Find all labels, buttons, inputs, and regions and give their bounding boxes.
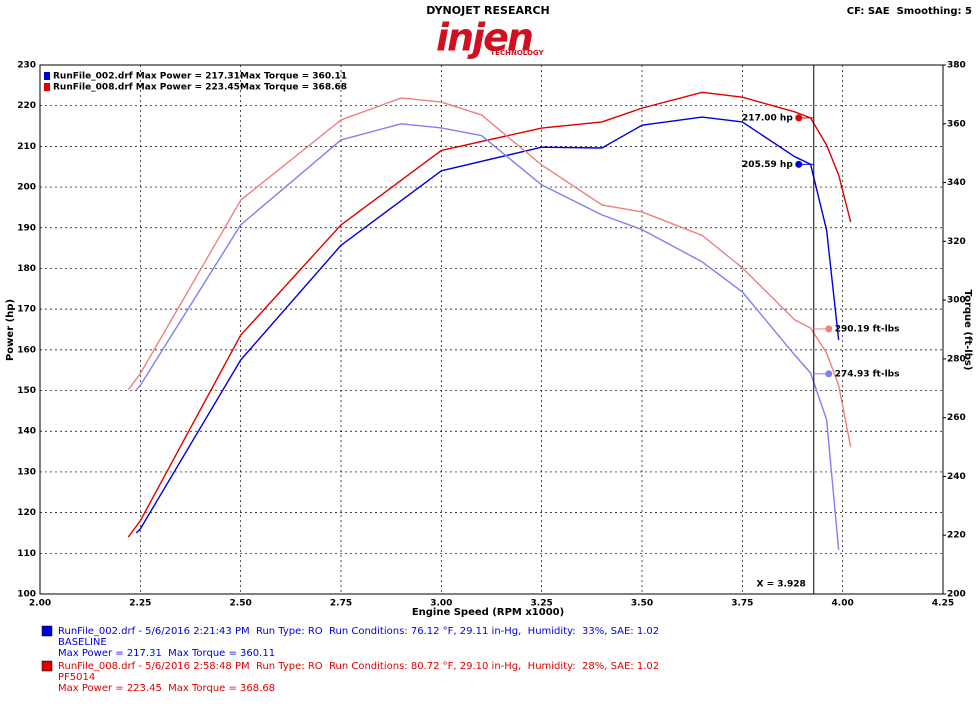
x-tick-label: 2.75 [330, 599, 352, 609]
y-axis-label: Power (hp) [5, 299, 16, 361]
y2-tick-label: 360 [947, 119, 966, 129]
y-tick-label: 120 [17, 508, 36, 518]
y2-tick-label: 220 [947, 531, 966, 541]
y2-tick-label: 240 [947, 472, 966, 482]
y2-tick-label: 260 [947, 413, 966, 423]
cursor-label: X = 3.928 [757, 580, 806, 590]
readout-dot [825, 370, 833, 378]
y2-tick-label: 300 [947, 296, 966, 306]
y2-tick-label: 340 [947, 178, 966, 188]
x-tick-label: 3.00 [430, 599, 452, 609]
y-tick-label: 110 [17, 549, 36, 559]
y-tick-label: 130 [17, 467, 36, 477]
x-axis-label: Engine Speed (RPM x1000) [412, 607, 564, 618]
run-info: RunFile_002.drf - 5/6/2016 2:21:43 PM Ru… [58, 626, 659, 637]
y2-tick-label: 200 [947, 590, 966, 600]
y-tick-label: 160 [17, 345, 36, 355]
y-tick-label: 180 [17, 264, 36, 274]
run-summary: Max Power = 217.31 Max Torque = 360.11 [58, 648, 275, 659]
logo: injen [436, 16, 532, 60]
x-tick-label: 3.50 [631, 599, 653, 609]
readout-label: 274.93 ft-lbs [835, 369, 900, 379]
y-tick-label: 140 [17, 427, 36, 437]
x-tick-label: 2.50 [230, 599, 252, 609]
legend-swatch [44, 83, 50, 91]
y-tick-label: 210 [17, 142, 36, 152]
logo-sub: TECHNOLOGY [490, 49, 544, 57]
run-info: RunFile_008.drf - 5/6/2016 2:58:48 PM Ru… [58, 661, 659, 672]
run-name: BASELINE [58, 637, 107, 648]
legend-power: RunFile_002.drf Max Power = 217.31 [53, 72, 240, 82]
x-tick-label: 2.25 [129, 599, 151, 609]
readout-label: 290.19 ft-lbs [835, 324, 900, 334]
run-name: PF5014 [58, 672, 95, 683]
y-tick-label: 170 [17, 305, 36, 315]
y2-axis-label: Torque (ft-lbs) [962, 290, 973, 371]
readout-dot [795, 114, 803, 122]
readout-dot [795, 160, 803, 168]
settings: CF: SAE Smoothing: 5 [847, 6, 972, 17]
brand: DYNOJET RESEARCH [426, 4, 549, 17]
y-tick-label: 200 [17, 183, 36, 193]
x-tick-label: 4.25 [932, 599, 954, 609]
curve [135, 123, 840, 550]
y-tick-label: 230 [17, 61, 36, 71]
curve [135, 116, 840, 534]
readout-dot [825, 325, 833, 333]
y-tick-label: 100 [17, 590, 36, 600]
x-tick-label: 2.00 [29, 599, 51, 609]
run-swatch [41, 625, 53, 637]
y2-tick-label: 280 [947, 354, 966, 364]
readout-label: 217.00 hp [742, 113, 793, 123]
curve [127, 91, 852, 538]
legend-torque: Max Torque = 368.68 [240, 83, 347, 93]
run-summary: Max Power = 223.45 Max Torque = 368.68 [58, 683, 275, 694]
y-tick-label: 150 [17, 386, 36, 396]
readout-label: 205.59 hp [742, 160, 793, 170]
x-tick-label: 3.25 [531, 599, 553, 609]
y2-tick-label: 380 [947, 61, 966, 71]
x-tick-label: 4.00 [832, 599, 854, 609]
curve [127, 97, 852, 448]
y2-tick-label: 320 [947, 237, 966, 247]
y-tick-label: 190 [17, 223, 36, 233]
x-tick-label: 3.75 [731, 599, 753, 609]
y-tick-label: 220 [17, 101, 36, 111]
run-swatch [41, 660, 53, 672]
legend-torque: Max Torque = 360.11 [240, 72, 347, 82]
legend-power: RunFile_008.drf Max Power = 223.45 [53, 83, 240, 93]
legend-swatch [44, 72, 50, 80]
